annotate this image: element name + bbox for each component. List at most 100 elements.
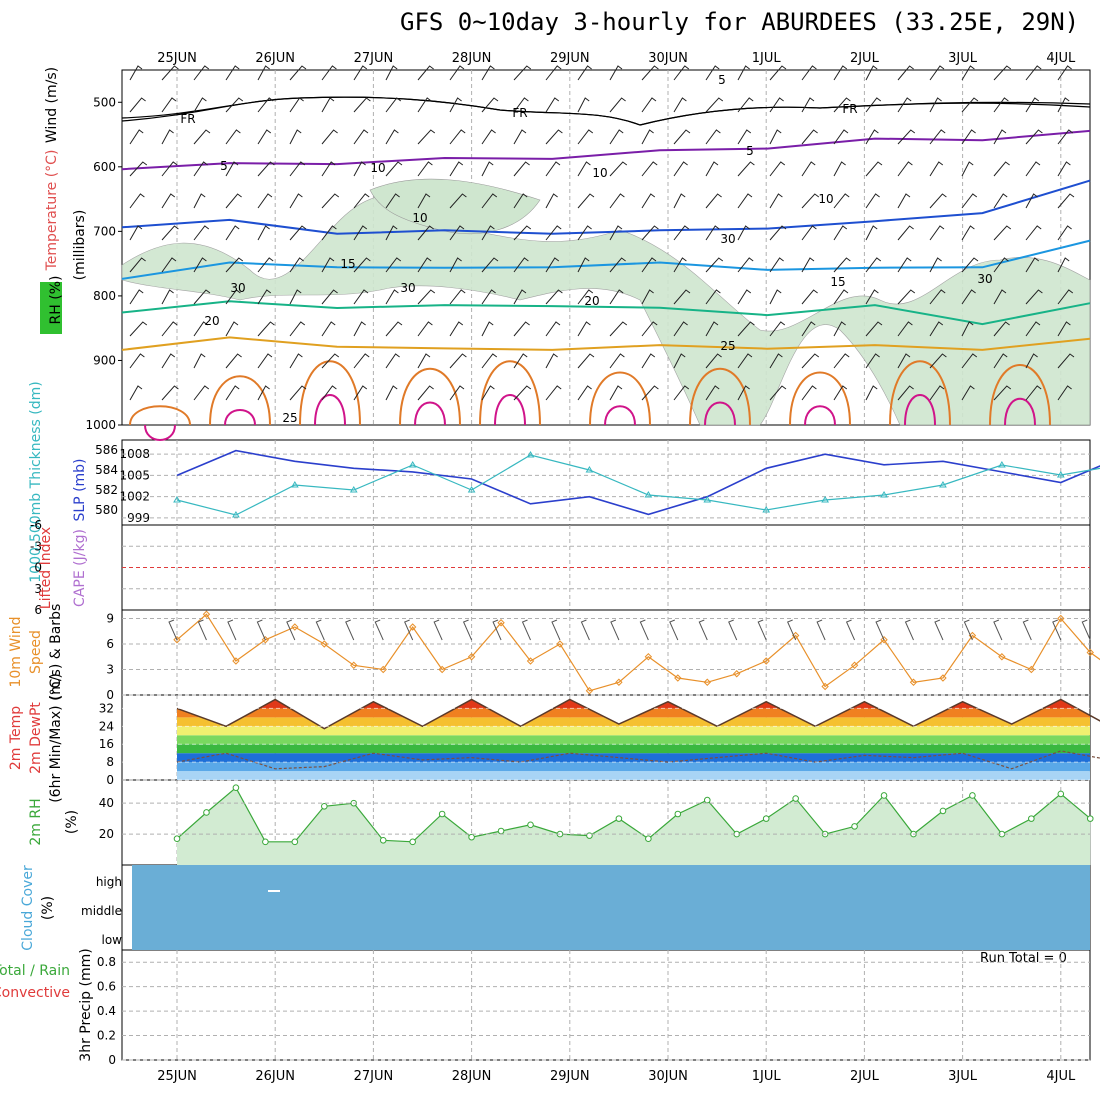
wind-barb xyxy=(481,129,496,145)
dewpoint-line xyxy=(176,750,1100,770)
wind10-barb xyxy=(168,619,178,641)
date-label-bottom: 3JUL xyxy=(948,1069,978,1084)
wind-barb xyxy=(257,353,273,369)
rh2m-area xyxy=(177,787,1091,865)
wind-barb xyxy=(673,225,690,241)
wind-barb xyxy=(769,289,782,305)
thickness-marker xyxy=(290,481,299,488)
wind-barb xyxy=(257,385,270,401)
wind10-barb xyxy=(610,619,620,641)
contour-label: FR xyxy=(512,106,527,120)
wind-barb xyxy=(257,193,273,209)
rh2m-marker xyxy=(438,810,446,818)
wind-barb xyxy=(929,257,942,273)
isotherm-30 xyxy=(299,360,361,426)
wind10-ytick: 6 xyxy=(106,637,114,651)
wind-barb xyxy=(961,385,975,401)
wind-barb xyxy=(577,385,592,401)
wind-barb xyxy=(1057,321,1071,337)
rh2m-ytick: 20 xyxy=(99,827,114,841)
thickness-marker xyxy=(997,461,1006,468)
wind-barb xyxy=(577,193,595,209)
wind10-label: Speed xyxy=(28,630,44,674)
wind-barb xyxy=(833,321,846,337)
wind-barb xyxy=(609,353,625,369)
wind10-barb xyxy=(1022,619,1032,641)
wind10-marker xyxy=(379,665,387,674)
wind-barb xyxy=(609,129,624,145)
wind-barb xyxy=(289,97,304,113)
wind-barb xyxy=(353,225,368,241)
wind-barb xyxy=(353,65,368,81)
wind-barb xyxy=(385,353,400,369)
wind-barb xyxy=(321,161,336,177)
wind-barb xyxy=(257,129,272,145)
wind10-barb xyxy=(786,619,797,641)
wind10-marker xyxy=(526,657,535,665)
wind-barb xyxy=(577,97,590,113)
temp-band xyxy=(177,771,1090,780)
wind-barb xyxy=(545,321,561,337)
wind-barb xyxy=(641,97,657,113)
wind-barb xyxy=(449,289,466,305)
wind-barb xyxy=(129,257,146,273)
wind-barb xyxy=(673,161,688,177)
precip-ytick: 0.4 xyxy=(97,1004,116,1018)
isotherm-30 xyxy=(889,360,951,426)
wind-barb xyxy=(481,385,495,401)
wind-barb xyxy=(449,193,467,209)
contour-label: FR xyxy=(180,112,195,126)
wind-barb xyxy=(865,353,880,369)
wind-barb xyxy=(929,161,944,177)
wind-barb xyxy=(801,225,817,241)
wind10-barb xyxy=(816,619,826,641)
wind-barb xyxy=(673,193,686,209)
wind-barb xyxy=(1025,161,1041,177)
wind-barb xyxy=(833,161,846,177)
chart-title: GFS 0~10day 3-hourly for ABURDEES (33.25… xyxy=(400,8,1080,36)
wind-barb xyxy=(545,161,561,177)
wind-barb xyxy=(257,289,272,305)
wind-barb xyxy=(193,65,210,81)
wind-barb xyxy=(705,193,722,209)
thickness-marker xyxy=(173,496,181,503)
wind-barb xyxy=(353,353,370,369)
wind-barb xyxy=(161,129,174,145)
wind-barb xyxy=(705,225,720,241)
wind-barb xyxy=(1025,257,1040,273)
temp-band xyxy=(177,708,1090,718)
wind10-marker xyxy=(733,670,741,678)
wind-barb xyxy=(449,257,462,273)
wind-barb xyxy=(289,161,306,177)
rh-axis-label: RH (%) xyxy=(48,276,64,325)
wind-barb xyxy=(417,97,432,113)
wind-barb xyxy=(769,385,787,401)
date-label-bottom: 28JUN xyxy=(452,1069,492,1084)
wind10-barb xyxy=(669,619,679,641)
wind-barb xyxy=(833,193,850,209)
contour-label: 20 xyxy=(584,294,599,308)
wind-barb xyxy=(833,353,850,369)
wind-barb xyxy=(417,225,434,241)
wind10-marker xyxy=(173,636,181,644)
wind-barb xyxy=(961,193,978,209)
wind-barb xyxy=(577,161,591,177)
wind-barb xyxy=(353,321,366,337)
rh2m-marker xyxy=(1057,790,1065,798)
rh2m-marker xyxy=(762,815,770,822)
wind-barb xyxy=(673,97,687,113)
wind-barb xyxy=(673,129,691,145)
wind-barb xyxy=(449,129,466,145)
wind-barb xyxy=(769,193,783,209)
wind-barb xyxy=(129,129,144,145)
wind-barb xyxy=(513,161,530,177)
wind10-barb xyxy=(462,619,473,641)
rh2m-marker xyxy=(792,795,799,802)
wind-barb xyxy=(513,97,529,113)
wind-barb xyxy=(321,385,337,401)
wind-barb xyxy=(929,289,946,305)
temp-band xyxy=(177,762,1090,772)
upper-ytick: 600 xyxy=(93,160,116,174)
wind-barb xyxy=(385,97,402,113)
date-label-top: 30JUN xyxy=(648,51,688,66)
